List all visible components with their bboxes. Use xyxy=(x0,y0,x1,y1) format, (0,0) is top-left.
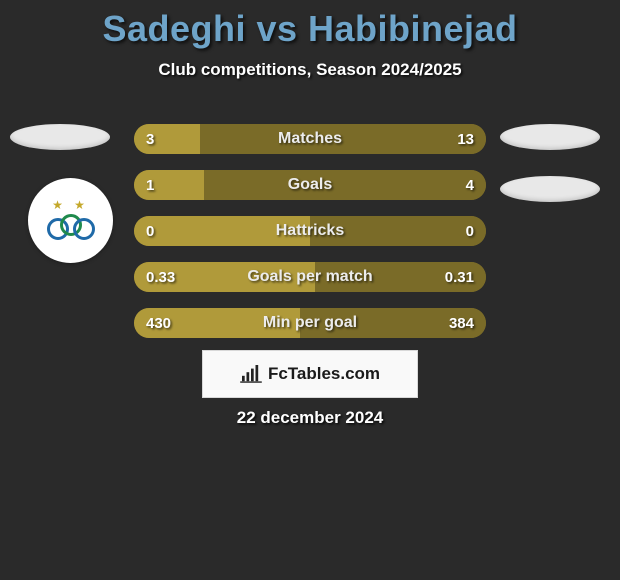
stat-value-right: 4 xyxy=(466,170,474,200)
stat-value-left: 0.33 xyxy=(146,262,175,292)
fctables-label: FcTables.com xyxy=(268,364,380,384)
fctables-badge: FcTables.com xyxy=(202,350,418,398)
comparison-infographic: Sadeghi vs Habibinejad Club competitions… xyxy=(0,0,620,580)
placeholder-ellipse-right-1 xyxy=(500,124,600,150)
stat-value-right: 384 xyxy=(449,308,474,338)
stat-label: Min per goal xyxy=(134,308,486,338)
stat-value-left: 430 xyxy=(146,308,171,338)
page-title: Sadeghi vs Habibinejad xyxy=(0,8,620,50)
club-badge: ★ ★ xyxy=(28,178,113,263)
placeholder-ellipse-left xyxy=(10,124,110,150)
bar-chart-icon xyxy=(240,365,262,383)
stat-label: Hattricks xyxy=(134,216,486,246)
stat-value-left: 0 xyxy=(146,216,154,246)
stat-value-right: 0.31 xyxy=(445,262,474,292)
stat-value-right: 0 xyxy=(466,216,474,246)
stat-value-left: 1 xyxy=(146,170,154,200)
stat-row: Hattricks0 0 xyxy=(134,216,486,246)
badge-rings-icon xyxy=(47,214,95,244)
stat-row: Matches3 13 xyxy=(134,124,486,154)
stat-value-right: 13 xyxy=(457,124,474,154)
stat-label: Goals per match xyxy=(134,262,486,292)
stat-label: Matches xyxy=(134,124,486,154)
stat-row: Min per goal430 384 xyxy=(134,308,486,338)
stat-label: Goals xyxy=(134,170,486,200)
subtitle: Club competitions, Season 2024/2025 xyxy=(0,60,620,80)
stat-rows: Matches3 13 Goals1 4 Hattricks0 0 Goals per ma… xyxy=(134,124,486,354)
stat-row: Goals per match0.33 0.31 xyxy=(134,262,486,292)
placeholder-ellipse-right-2 xyxy=(500,176,600,202)
badge-stars-icon: ★ ★ xyxy=(52,198,89,212)
stat-value-left: 3 xyxy=(146,124,154,154)
stat-row: Goals1 4 xyxy=(134,170,486,200)
date-label: 22 december 2024 xyxy=(0,408,620,428)
